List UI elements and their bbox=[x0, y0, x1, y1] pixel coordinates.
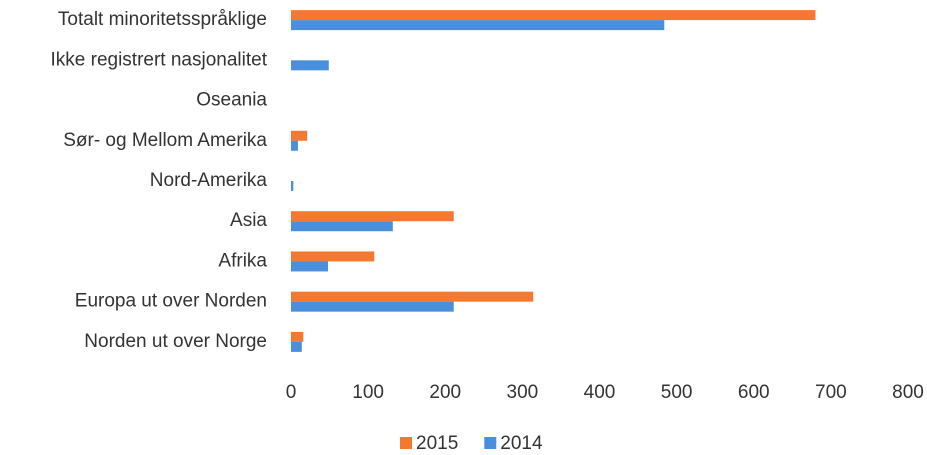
x-tick-label: 500 bbox=[661, 382, 693, 403]
bar bbox=[291, 10, 816, 21]
y-tick-label: Sør- og Mellom Amerika bbox=[63, 130, 267, 151]
y-tick-label: Afrika bbox=[218, 250, 267, 271]
bar bbox=[291, 341, 302, 352]
x-tick-label: 200 bbox=[429, 382, 461, 403]
legend-swatch bbox=[484, 437, 497, 449]
y-tick-label: Nord-Amerika bbox=[150, 170, 268, 191]
bar bbox=[291, 20, 665, 31]
bar bbox=[291, 140, 298, 151]
legend-label: 2014 bbox=[500, 433, 543, 454]
y-tick-label: Oseania bbox=[196, 90, 267, 111]
bar bbox=[291, 181, 294, 191]
x-tick-label: 800 bbox=[892, 382, 924, 403]
x-tick-label: 0 bbox=[286, 382, 297, 403]
y-tick-label: Ikke registrert nasjonalitet bbox=[51, 49, 268, 70]
x-tick-label: 400 bbox=[584, 382, 616, 403]
bar bbox=[291, 130, 308, 141]
legend-label: 2015 bbox=[416, 433, 458, 454]
bar bbox=[291, 60, 329, 71]
bar bbox=[291, 221, 393, 232]
y-tick-label: Europa ut over Norden bbox=[75, 291, 267, 312]
bar bbox=[291, 211, 454, 222]
bar bbox=[291, 251, 375, 262]
x-tick-label: 300 bbox=[507, 382, 539, 403]
bar bbox=[291, 331, 304, 342]
bar bbox=[291, 301, 454, 312]
bar bbox=[291, 261, 329, 272]
x-tick-label: 600 bbox=[738, 382, 770, 403]
legend-swatch bbox=[400, 437, 412, 449]
y-tick-label: Totalt minoritetsspråklige bbox=[58, 9, 267, 30]
y-tick-label: Norden ut over Norge bbox=[84, 331, 267, 352]
x-tick-label: 700 bbox=[815, 382, 847, 403]
x-tick-label: 100 bbox=[352, 382, 384, 403]
bar bbox=[291, 291, 534, 302]
y-tick-label: Asia bbox=[230, 210, 267, 231]
